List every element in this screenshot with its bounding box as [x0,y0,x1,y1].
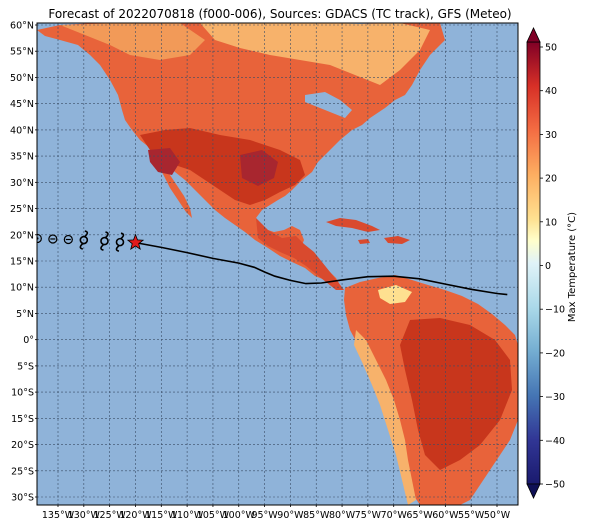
land-baja [158,160,192,218]
lat-label: 60°N [10,21,34,32]
land-hot-interior [140,128,305,205]
lat-label: 0° [23,335,34,346]
land-hottest-core [240,150,278,186]
lon-label: 60°W [432,510,459,521]
lat-label: 15°S [11,414,34,425]
colorbar-tick-label: 0 [545,261,551,272]
lat-label: 40°N [10,125,34,136]
map-title: Forecast of 2022070818 (f000-006), Sourc… [48,7,512,21]
colorbar-ticks: 50 40 30 20 10 0 −10 −20 −30 −40 −50 [540,43,565,491]
land-hottest-west [148,148,180,175]
lon-label: 50°W [484,510,511,521]
lon-label: 55°W [458,510,485,521]
lat-label: 5°N [16,309,34,320]
land-sa-hot-interior [400,318,512,470]
lat-label: 10°S [11,388,34,399]
lon-label: 70°W [381,510,408,521]
land-layer [37,23,518,505]
colorbar-tick-label: −20 [545,348,565,359]
colorbar-scale [526,41,541,485]
tc-symbol-hurricane [115,232,125,252]
lat-label: 35°N [10,152,34,163]
lat-label: 30°N [10,178,34,189]
tc-current-position-star [126,233,145,251]
lon-label: 125°W [94,510,127,521]
lon-label: 65°W [406,510,433,521]
lat-label: 5°S [17,361,34,372]
lon-label: 75°W [355,510,382,521]
lat-label: 20°S [11,440,34,451]
great-lakes [305,92,352,118]
land-sa-patch-cool [378,285,412,304]
tc-symbol-hurricane [100,231,109,251]
colorbar-label: Max Temperature (°C) [567,212,578,322]
lat-label: 30°S [11,493,34,504]
map-frame [36,22,519,506]
lat-label: 15°N [10,257,34,268]
tc-symbol-hurricane [79,230,89,250]
colorbar-tick-label: 50 [545,43,557,54]
lat-label: 10°N [10,283,34,294]
lon-label: 110°W [171,510,204,521]
colorbar-tick-label: 20 [545,174,557,185]
colorbar-tick-label: −40 [545,436,565,447]
colorbar-tick-label: −30 [545,392,565,403]
colorbar-tick-label: 30 [545,130,557,141]
land-cool-north [200,23,430,85]
lat-label: 45°N [10,99,34,110]
lon-label: 85°W [303,510,330,521]
lon-label: 95°W [251,510,278,521]
longitude-labels: 135°W130°W125°W120°W115°W110°W105°W100°W… [42,505,511,521]
colorbar-extend-top [526,27,541,43]
tc-track-line [135,241,508,296]
colorbar-tick-label: 40 [545,86,557,97]
land-cuba [326,218,380,232]
land-cool-north-west [60,23,205,60]
colorbar-tick-label: −10 [545,305,565,316]
graticule [37,23,518,505]
land-sa-andes-cool [354,330,416,505]
lon-label: 115°W [145,510,178,521]
land-central-america [256,218,344,290]
lon-label: 105°W [197,510,230,521]
lon-label: 120°W [119,510,152,521]
lat-label: 50°N [10,73,34,84]
lon-label: 80°W [329,510,356,521]
land-jamaica [358,239,370,244]
latitude-labels: 60°N 55°N 50°N 45°N 40°N 35°N 30°N 25°N 20°N 15°N… [10,21,37,504]
tc-symbol-circle-minus [63,234,73,245]
lon-label: 90°W [277,510,304,521]
land-hispaniola [384,236,410,244]
colorbar-tick-label: 10 [545,217,557,228]
colorbar: 50 40 30 20 10 0 −10 −20 −30 −40 −50 Max Temperatu… [526,27,578,499]
lat-label: 25°N [10,204,34,215]
lon-label: 135°W [42,510,75,521]
lat-label: 25°S [11,466,34,477]
lon-label: 100°W [223,510,256,521]
colorbar-tick-label: −50 [545,480,565,491]
lat-label: 20°N [10,230,34,241]
tc-symbol-circle-minus [48,234,58,244]
colorbar-extend-bottom [526,483,541,499]
lon-label: 130°W [68,510,101,521]
lat-label: 55°N [10,47,34,58]
